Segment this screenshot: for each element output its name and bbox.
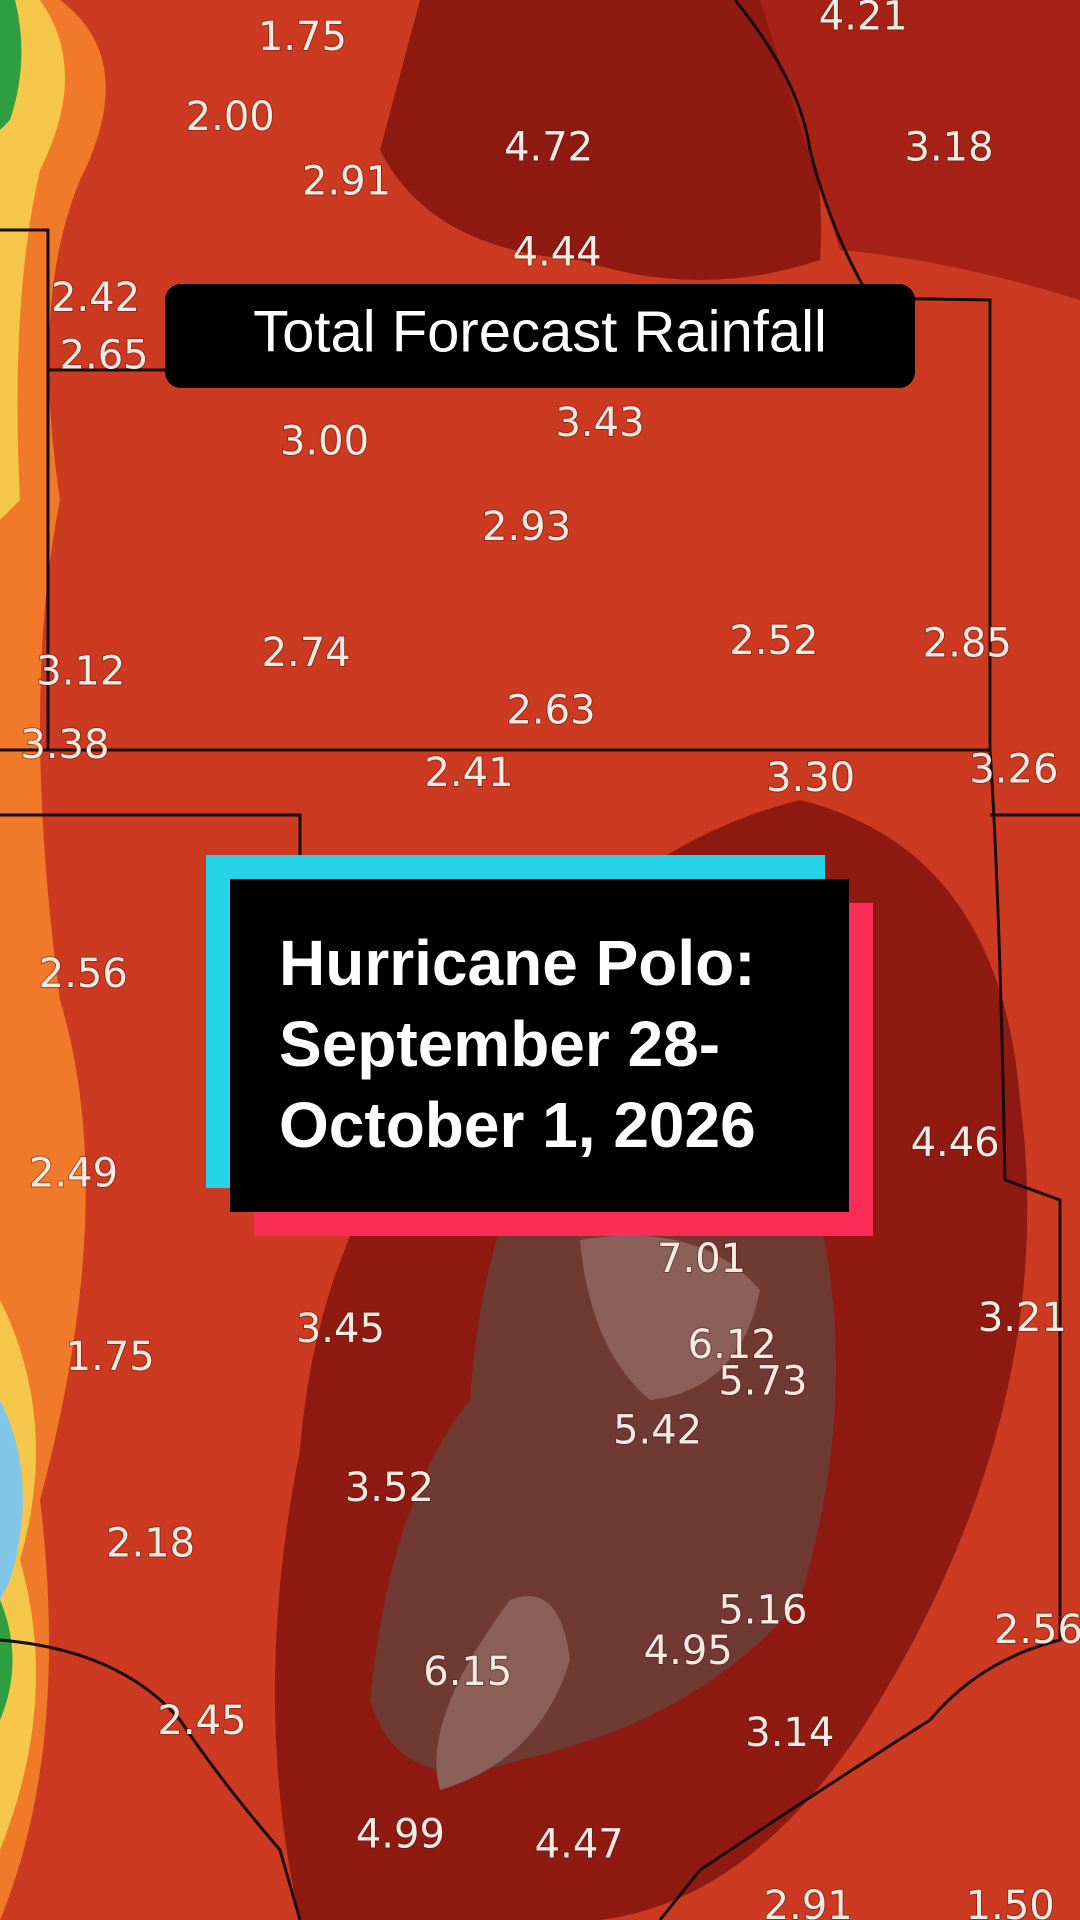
rainfall-label: 3.18	[904, 124, 993, 170]
title: Total Forecast Rainfall	[253, 299, 827, 364]
rainfall-label: 7.01	[657, 1236, 746, 1282]
map-region	[436, 1596, 570, 1790]
rainfall-label: 2.74	[262, 630, 351, 676]
rainfall-label: 3.21	[978, 1295, 1067, 1341]
rainfall-label: 2.41	[424, 750, 513, 796]
rainfall-label: 3.38	[20, 722, 109, 768]
rainfall-label: 4.95	[644, 1628, 733, 1674]
rainfall-label: 5.73	[718, 1359, 807, 1405]
rainfall-label: 3.43	[555, 400, 644, 446]
rainfall-label: 3.45	[296, 1306, 385, 1352]
rainfall-label: 4.21	[819, 0, 908, 39]
rainfall-label: 2.91	[302, 159, 391, 205]
coastline	[658, 1718, 931, 1920]
state-border	[733, 0, 872, 299]
rainfall-label: 6.12	[688, 1322, 777, 1368]
rainfall-label: 4.99	[356, 1812, 445, 1858]
rainfall-label: 2.00	[186, 94, 275, 140]
rainfall-label: 4.47	[535, 1822, 624, 1868]
rainfall-label: 4.72	[504, 124, 593, 170]
map-region	[0, 1600, 13, 1720]
rainfall-label: 2.52	[729, 618, 818, 664]
rainfall-label: 2.49	[29, 1151, 118, 1197]
rainfall-label: 2.85	[923, 620, 1012, 666]
state-border	[928, 749, 1062, 1721]
state-border	[0, 296, 992, 752]
rainfall-label: 3.14	[745, 1710, 834, 1756]
rainfall-label: 4.46	[911, 1120, 1000, 1166]
event-line: September 28-	[279, 1008, 720, 1080]
rainfall-label: 4.44	[513, 230, 602, 276]
state-border	[0, 813, 302, 870]
rainfall-label: 2.65	[60, 333, 149, 379]
state-border	[0, 1638, 302, 1920]
rainfall-label: 2.18	[106, 1520, 195, 1566]
event-line: Hurricane Polo:	[279, 927, 756, 999]
map-region	[380, 0, 822, 280]
rainfall-label: 3.30	[766, 755, 855, 801]
map-region	[760, 0, 1080, 300]
rainfall-label: 1.75	[66, 1334, 155, 1380]
rainfall-label: 5.42	[613, 1408, 702, 1454]
rainfall-labels: 1.75 4.21 2.00 4.72 3.18 2.91 4.44 2.42 2.65 3.00…	[19, 0, 1080, 1920]
rainfall-label: 3.26	[969, 746, 1058, 792]
rainfall-label: 3.52	[345, 1465, 434, 1511]
rainfall-label: 2.63	[506, 688, 595, 734]
rainfall-label: 3.00	[280, 418, 369, 464]
map-region	[0, 0, 65, 520]
rainfall-label: 2.42	[51, 275, 140, 321]
map-region	[580, 1235, 760, 1400]
rainfall-label: 2.56	[994, 1607, 1080, 1653]
map-region	[0, 0, 22, 130]
rainfall-label: 3.12	[36, 649, 125, 695]
rainfall-label: 2.91	[764, 1883, 853, 1920]
rainfall-label: 2.45	[157, 1698, 246, 1744]
title-banner	[165, 284, 915, 388]
rainfall-label: 2.56	[39, 951, 128, 997]
map-region	[0, 1400, 23, 1600]
rainfall-label: 2.93	[482, 504, 571, 550]
rainfall-label: 1.75	[258, 14, 347, 60]
event-line: October 1, 2026	[279, 1089, 756, 1161]
event-box	[230, 879, 849, 1212]
rainfall-label: 5.16	[718, 1588, 807, 1634]
rainfall-label: 6.15	[423, 1649, 512, 1695]
rainfall-label: 1.50	[966, 1883, 1055, 1920]
